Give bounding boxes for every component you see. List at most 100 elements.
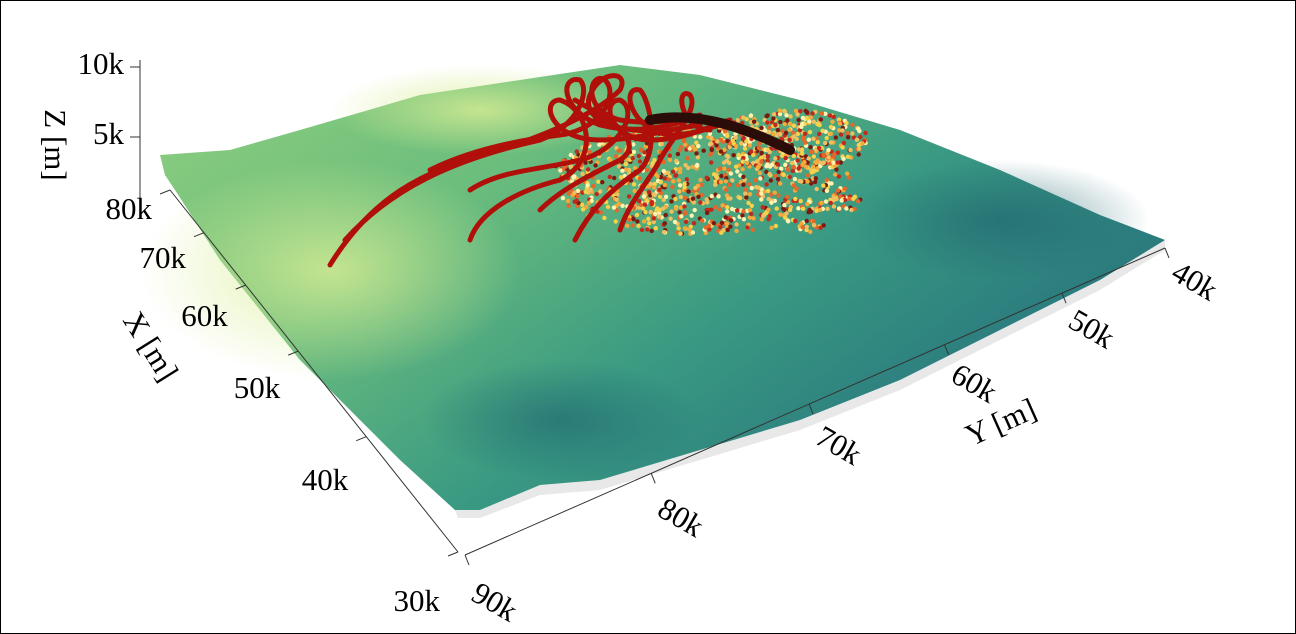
particle	[655, 174, 660, 179]
particle	[724, 187, 729, 192]
particle	[648, 181, 653, 187]
particle	[678, 231, 683, 236]
particle	[620, 203, 625, 208]
particle	[658, 190, 664, 196]
particle	[678, 194, 683, 200]
particle	[762, 154, 767, 159]
particle	[637, 176, 643, 181]
particle	[810, 111, 815, 116]
particle	[568, 164, 574, 169]
particle	[797, 128, 803, 133]
particle	[769, 200, 774, 205]
particle	[748, 149, 754, 154]
particle	[759, 125, 764, 131]
particle	[704, 197, 709, 202]
particle	[575, 188, 581, 194]
trajectories	[327, 73, 795, 268]
particle	[651, 219, 656, 225]
particle	[767, 149, 772, 155]
particle	[662, 176, 668, 181]
particle	[825, 206, 830, 211]
particle	[790, 168, 795, 174]
particle	[805, 202, 810, 207]
particle	[823, 111, 828, 117]
particle	[831, 160, 836, 165]
particle	[709, 160, 714, 165]
particle	[656, 214, 662, 219]
particle	[808, 229, 813, 234]
particle	[574, 149, 579, 154]
z-axis-title: Z [m]	[38, 109, 73, 180]
particle	[683, 142, 688, 147]
trajectory	[572, 87, 733, 243]
particle	[678, 166, 683, 171]
particle	[719, 220, 725, 226]
particle	[726, 167, 731, 172]
particle	[645, 227, 650, 232]
particle	[711, 221, 717, 226]
x-tick	[447, 551, 459, 557]
particle	[749, 211, 754, 217]
particle	[725, 133, 730, 139]
particle	[835, 150, 840, 155]
particle	[828, 131, 834, 136]
particle	[824, 188, 830, 193]
trajectory	[537, 97, 632, 213]
particle	[764, 169, 769, 175]
particle	[572, 174, 577, 179]
particle	[773, 156, 778, 161]
particle	[777, 111, 783, 117]
particle	[661, 229, 667, 235]
particle	[674, 158, 679, 164]
particle	[670, 184, 675, 190]
trajectory-dense	[645, 112, 795, 155]
particle	[643, 209, 648, 215]
particle	[568, 152, 573, 158]
particle	[791, 134, 797, 139]
particle	[648, 193, 653, 198]
particle	[777, 108, 783, 113]
particle	[846, 175, 851, 180]
particle	[695, 163, 700, 168]
particle	[630, 223, 635, 228]
particle	[694, 140, 699, 145]
particle	[806, 156, 811, 161]
particle	[690, 230, 696, 235]
particle	[773, 223, 779, 229]
particle	[845, 130, 850, 136]
particle	[677, 189, 682, 194]
particle	[845, 135, 851, 140]
particle	[744, 139, 749, 144]
particle	[651, 185, 657, 190]
particle	[661, 197, 666, 203]
particle	[750, 227, 755, 233]
particle	[775, 127, 781, 133]
particle	[762, 189, 768, 194]
particle	[796, 147, 802, 152]
particle	[709, 194, 714, 199]
particle	[817, 131, 822, 137]
particle	[744, 195, 749, 200]
particle	[723, 215, 728, 220]
particle	[698, 177, 703, 183]
particle	[679, 214, 684, 219]
particle	[807, 129, 813, 135]
particle	[766, 207, 771, 212]
particle	[808, 145, 813, 150]
particle	[805, 173, 811, 178]
particle	[798, 109, 803, 114]
particle	[728, 196, 733, 201]
particle	[627, 217, 632, 222]
particle	[648, 209, 653, 215]
particle	[725, 138, 730, 144]
particle	[673, 206, 679, 211]
particle	[856, 152, 861, 157]
particle	[766, 125, 772, 130]
particle	[753, 178, 758, 183]
particle	[746, 200, 751, 206]
particle	[725, 205, 730, 210]
particle	[787, 127, 792, 132]
particle	[618, 175, 624, 180]
particle	[605, 204, 611, 210]
